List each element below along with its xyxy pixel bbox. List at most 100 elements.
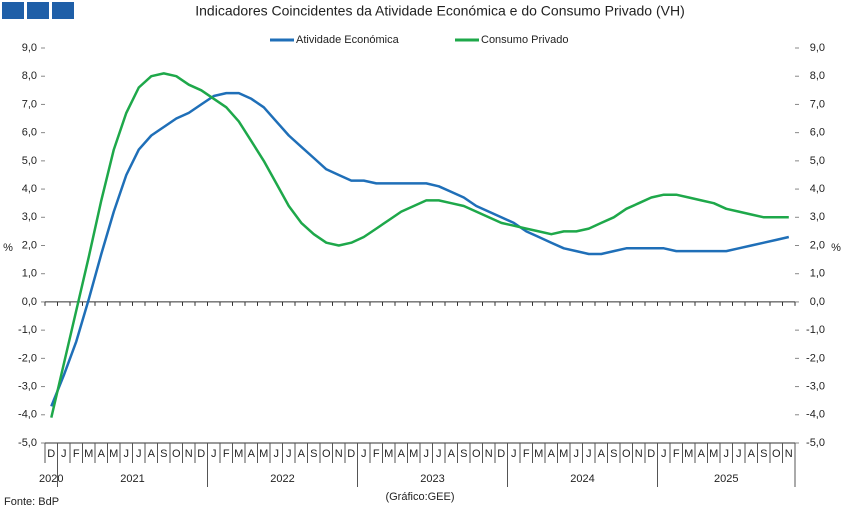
x-tick-label: O — [472, 448, 481, 460]
x-tick-label: A — [398, 448, 406, 460]
y-tick-label: 4,0 — [22, 183, 37, 195]
x-tick-label: M — [234, 448, 243, 460]
x-tick-label: J — [586, 448, 592, 460]
y2-axis-label: % — [831, 242, 841, 254]
y2-tick-label: -4,0 — [806, 409, 825, 421]
y-tick-label: -2,0 — [18, 352, 37, 364]
x-tick-label: N — [635, 448, 643, 460]
x-tick-label: J — [61, 448, 67, 460]
y-tick-label: 2,0 — [22, 239, 37, 251]
chart-title: Indicadores Coincidentes da Atividade Ec… — [195, 3, 685, 19]
x-tick-label: S — [160, 448, 167, 460]
x-tick-label: J — [724, 448, 730, 460]
x-tick-label: A — [98, 448, 106, 460]
y-tick-label: 7,0 — [22, 98, 37, 110]
series-line — [50, 91, 790, 407]
logo-square — [2, 2, 24, 19]
y2-tick-label: 3,0 — [810, 211, 825, 223]
y-tick-label: 8,0 — [22, 70, 37, 82]
x-tick-label: O — [172, 448, 181, 460]
x-tick-label: N — [335, 448, 343, 460]
y-tick-label: 5,0 — [22, 155, 37, 167]
y2-tick-label: 4,0 — [810, 183, 825, 195]
y2-tick-label: 9,0 — [810, 42, 825, 54]
y2-tick-label: -3,0 — [806, 380, 825, 392]
x-tick-label: M — [684, 448, 693, 460]
x-tick-label: A — [298, 448, 306, 460]
x-tick-label: J — [124, 448, 130, 460]
y2-tick-label: 8,0 — [810, 70, 825, 82]
x-tick-label: M — [534, 448, 543, 460]
x-tick-label: O — [622, 448, 631, 460]
x-tick-label: M — [109, 448, 118, 460]
x-tick-label: D — [347, 448, 355, 460]
x-tick-label: O — [772, 448, 781, 460]
logo-square — [52, 2, 74, 19]
y-tick-label: 1,0 — [22, 268, 37, 280]
x-tick-label: F — [523, 448, 530, 460]
x-tick-label: D — [497, 448, 505, 460]
x-tick-label: D — [647, 448, 655, 460]
x-tick-label: A — [748, 448, 756, 460]
y-tick-label: 6,0 — [22, 127, 37, 139]
x-tick-label: D — [47, 448, 55, 460]
x-tick-label: M — [259, 448, 268, 460]
x-tick-label: J — [274, 448, 280, 460]
y-tick-label: 3,0 — [22, 211, 37, 223]
x-tick-label: J — [424, 448, 430, 460]
y-tick-label: -1,0 — [18, 324, 37, 336]
x-tick-label: N — [785, 448, 793, 460]
year-label: 2022 — [270, 473, 294, 485]
x-tick-label: J — [436, 448, 442, 460]
year-label: 2023 — [420, 473, 444, 485]
x-tick-label: N — [485, 448, 493, 460]
legend-label: Consumo Privado — [481, 34, 568, 46]
x-tick-label: S — [460, 448, 467, 460]
year-label: 2025 — [714, 473, 738, 485]
x-tick-label: M — [84, 448, 93, 460]
legend-label: Atividade Económica — [296, 34, 400, 46]
y2-tick-label: -1,0 — [806, 324, 825, 336]
y-tick-label: 0,0 — [22, 296, 37, 308]
logo-square — [27, 2, 49, 19]
x-tick-label: F — [73, 448, 80, 460]
x-tick-label: A — [698, 448, 706, 460]
y2-tick-label: -2,0 — [806, 352, 825, 364]
x-tick-label: J — [511, 448, 517, 460]
x-tick-label: J — [736, 448, 742, 460]
y2-tick-label: 0,0 — [810, 296, 825, 308]
y2-tick-label: 6,0 — [810, 127, 825, 139]
x-tick-label: S — [310, 448, 317, 460]
x-tick-label: M — [709, 448, 718, 460]
x-tick-label: J — [286, 448, 292, 460]
y2-tick-label: 7,0 — [810, 98, 825, 110]
x-tick-label: J — [211, 448, 217, 460]
x-tick-label: J — [574, 448, 580, 460]
x-tick-label: D — [197, 448, 205, 460]
x-tick-label: A — [598, 448, 606, 460]
credit: (Gráfico:GEE) — [385, 491, 454, 503]
x-tick-label: M — [384, 448, 393, 460]
x-tick-label: J — [136, 448, 142, 460]
x-tick-label: N — [185, 448, 193, 460]
x-tick-label: F — [673, 448, 680, 460]
y2-tick-label: -5,0 — [806, 437, 825, 449]
y-tick-label: 9,0 — [22, 42, 37, 54]
x-tick-label: A — [248, 448, 256, 460]
y2-tick-label: 2,0 — [810, 239, 825, 251]
y2-tick-label: 5,0 — [810, 155, 825, 167]
series-line — [50, 72, 789, 418]
x-tick-label: O — [322, 448, 331, 460]
y-tick-label: -4,0 — [18, 409, 37, 421]
y2-tick-label: 1,0 — [810, 268, 825, 280]
year-label: 2020 — [39, 473, 63, 485]
x-tick-label: A — [548, 448, 556, 460]
source: Fonte: BdP — [4, 496, 59, 508]
y-tick-label: -5,0 — [18, 437, 37, 449]
x-tick-label: J — [361, 448, 367, 460]
x-tick-label: M — [559, 448, 568, 460]
x-tick-label: F — [373, 448, 380, 460]
y-tick-label: -3,0 — [18, 380, 37, 392]
